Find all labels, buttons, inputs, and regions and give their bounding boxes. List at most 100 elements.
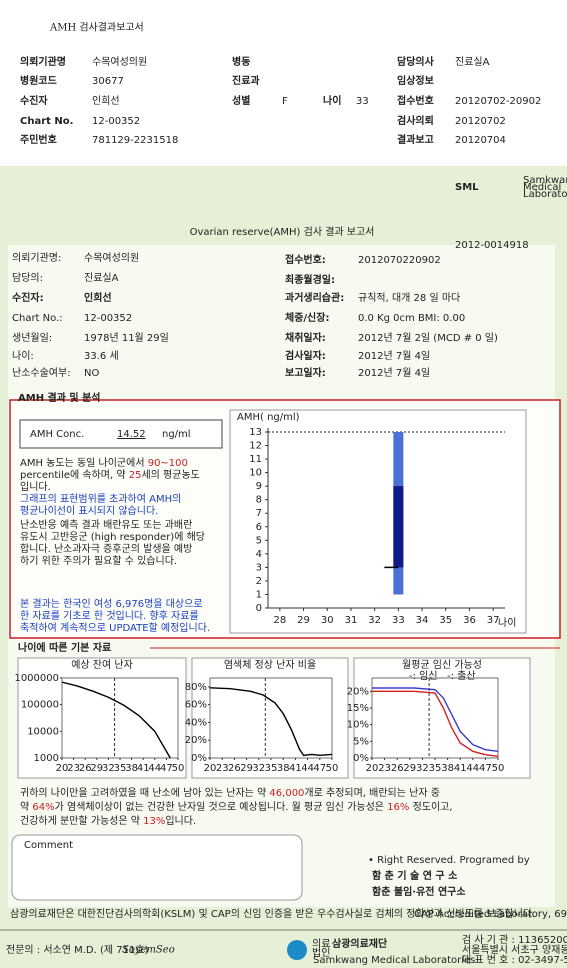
x-tick-label: 26 — [228, 763, 241, 774]
x-tick-label: 47 — [160, 763, 173, 774]
field-label: 주민번호 — [20, 133, 57, 146]
text-line: 합니다. 난소과자극 증후군의 발생을 예방 — [20, 543, 192, 555]
info-label: 수진자: — [12, 291, 44, 304]
chart-title: 월평균 임신 가능성 — [402, 658, 482, 671]
field-label: 임상정보 — [397, 74, 434, 87]
x-tick-label: 32 — [368, 615, 381, 626]
comment-box — [11, 834, 303, 901]
chart-title: 염색체 정상 난자 비율 — [224, 659, 316, 671]
x-tick-label: 38 — [125, 763, 138, 774]
legend-entry: -: 출산 — [447, 670, 476, 682]
curve — [209, 687, 333, 757]
text-line: 평균나이선이 표시되지 않습니다. — [20, 505, 158, 517]
x-tick-label: 29 — [240, 763, 253, 774]
text-line: 그래프의 표현범위를 초과하여 AMH의 — [20, 492, 181, 505]
x-tick-label: 20 — [56, 763, 69, 774]
y-tick-label: 0% — [353, 753, 369, 764]
text-line: 본 결과는 한국인 여성 6,976명을 대상으로 — [20, 598, 203, 610]
x-tick-label: 44 — [466, 763, 479, 774]
info-value: 2012070220902 — [358, 255, 441, 266]
text-segment: 하기 위한 주의가 필요할 수 있습니다. — [20, 554, 177, 567]
y-tick-label: 5 — [256, 535, 262, 546]
foundation-small: 법인 — [312, 947, 330, 959]
x-tick-label: 41 — [289, 763, 302, 774]
title: AMH 검사결과보고서 — [49, 22, 144, 34]
info-label: 의뢰기관명: — [12, 252, 61, 264]
text-segment: percentile에 속하며, 약 — [20, 468, 129, 481]
field-label: 의뢰기관명 — [20, 55, 66, 68]
axis-label: 나이 — [498, 617, 516, 629]
text-segment: 가 염색체이상이 없는 건강한 난자일 것으로 예상됩니다. 월 평균 임신 가… — [55, 800, 388, 813]
chart-frame — [353, 657, 531, 779]
chart-title: 예상 잔여 난자 — [71, 659, 133, 671]
x-tick-label: 20 — [204, 763, 217, 774]
y-tick-label: 15% — [347, 703, 369, 714]
field-value: 12-00352 — [92, 116, 140, 127]
text-segment: 본 결과는 한국인 여성 6,976명을 대상으로 — [20, 598, 203, 610]
text-line: 난소반응 예측 결과 배란유도 또는 과배란 — [20, 519, 192, 531]
info-label: 생년월일: — [12, 332, 52, 344]
text-segment: 입니다. — [165, 814, 196, 827]
x-tick-label: 50 — [492, 763, 505, 774]
text-segment: 25 — [129, 470, 142, 481]
text-segment: 유도시 고반응군 (high responder)에 해당 — [20, 530, 205, 543]
section-heading: 나이에 따른 기본 자료 — [18, 641, 111, 654]
x-tick-label: 32 — [102, 763, 115, 774]
text-segment: 16% — [387, 802, 409, 813]
field-label: 병동 — [232, 55, 250, 68]
x-tick-label: 29 — [90, 763, 103, 774]
info-label: 난소수술여부: — [12, 367, 71, 379]
text-segment: 귀하의 나이만을 고려하였을 때 난소에 남아 있는 난자는 약 — [20, 786, 269, 799]
x-tick-label: 26 — [391, 763, 404, 774]
y-tick-label: 6 — [256, 522, 262, 533]
x-tick-label: 37 — [487, 615, 500, 626]
foundation-en: Samkwang Medical Laboratories — [313, 955, 475, 966]
curve — [372, 687, 499, 753]
x-tick-label: 32 — [416, 763, 429, 774]
field-label: 담당의사 — [397, 55, 435, 68]
field-label: 결과보고 — [397, 133, 434, 146]
core-bar — [393, 486, 404, 568]
text-line: 건강하게 분만할 가능성은 약 13%입니다. — [20, 814, 196, 827]
info-value: 33.6 세 — [84, 350, 119, 362]
y-tick-label: 11 — [249, 454, 262, 465]
x-tick-label: 29 — [297, 615, 310, 626]
curve — [372, 690, 499, 758]
x-tick-label: 26 — [79, 763, 92, 774]
x-tick-label: 33 — [392, 615, 405, 626]
info-value: 진료실A — [84, 272, 119, 284]
x-tick-label: 38 — [441, 763, 454, 774]
info-value: NO — [84, 368, 99, 379]
info-label: Chart No.: — [12, 313, 63, 324]
report-title: Ovarian reserve(AMH) 검사 결과 보고서 — [190, 226, 375, 238]
x-tick-label: 41 — [454, 763, 467, 774]
info-label: 접수번호: — [285, 253, 326, 266]
x-tick-label: 34 — [416, 615, 429, 626]
x-tick-label: 35 — [265, 763, 278, 774]
y-tick-label: 2 — [256, 576, 262, 587]
text-line: 하기 위한 주의가 필요할 수 있습니다. — [20, 554, 177, 567]
contact: 서울특별시 서초구 양재동 9-60 — [462, 944, 567, 956]
text-segment: 64% — [32, 802, 54, 813]
rights: • Right Reserved. Programed by — [368, 855, 530, 866]
doctor: 전문의 : 서소연 M.D. (제 711호) — [6, 944, 149, 956]
text-segment: 평균나이선이 표시되지 않습니다. — [20, 505, 158, 517]
text-segment: 46,000 — [269, 788, 304, 799]
field-label: 검사의뢰 — [397, 114, 434, 127]
y-tick-label: 13 — [249, 427, 262, 438]
text-line: 약 64%가 염색체이상이 없는 건강한 난자일 것으로 예상됩니다. 월 평균… — [20, 800, 453, 813]
x-tick-label: 35 — [429, 763, 442, 774]
legend-entry: -: 임신 — [409, 669, 438, 682]
info-label: 체중/신장: — [285, 311, 329, 324]
x-tick-label: 38 — [277, 763, 290, 774]
text-segment: 약 — [20, 801, 32, 813]
field-value: 인희선 — [92, 95, 120, 107]
info-label: 채취일자: — [285, 331, 326, 344]
x-tick-label: 23 — [67, 763, 80, 774]
amh-chart-frame — [229, 409, 527, 634]
y-tick-label: 10% — [347, 720, 369, 731]
field-value: 33 — [356, 96, 369, 107]
y-tick-label: 100000 — [21, 700, 59, 711]
comment-label: Comment — [24, 840, 73, 851]
logo-sub: Laboratories — [523, 189, 567, 200]
